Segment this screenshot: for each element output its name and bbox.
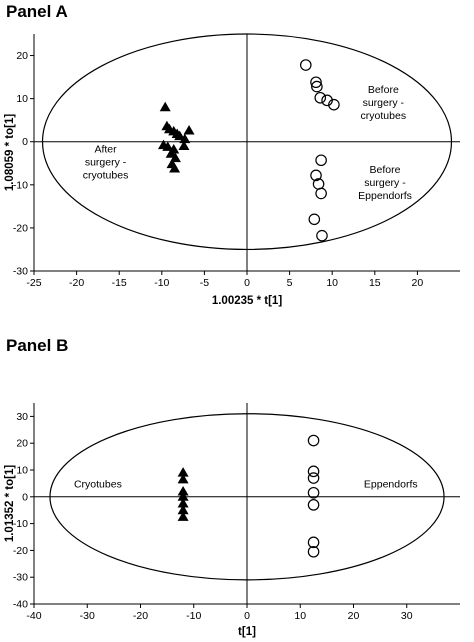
panel-b-x-axis-label: t[1] <box>238 626 256 638</box>
group-label-line: surgery - <box>364 177 406 189</box>
panel-b-y-tick-label: 30 <box>16 411 28 423</box>
panel-a-y-tick-label: -10 <box>13 179 28 191</box>
panel-a-circle-point <box>328 98 340 111</box>
panel-a-title: Panel A <box>6 2 68 21</box>
panel-b-x-tick-label: -30 <box>80 610 95 622</box>
panel-b-triangle-point <box>177 473 189 484</box>
panel-a-triangle-point <box>179 133 191 144</box>
panel-a-group-label-0: After surgery -cryotubes <box>83 143 129 181</box>
group-label-line: Eppendorfs <box>358 190 412 202</box>
panel-a-triangle-point <box>183 125 195 135</box>
panel-a-x-tick-label: -25 <box>26 277 41 289</box>
panel-a-x-tick-label: 10 <box>326 277 338 289</box>
panel-b-group-label-0: Cryotubes <box>74 478 122 490</box>
panel-b-triangle-point <box>177 511 189 521</box>
panel-b-x-tick-label: 0 <box>244 610 250 622</box>
panel-a-y-tick-label: 10 <box>16 93 28 105</box>
panel-b-triangle-point <box>177 498 189 508</box>
panel-b-circle-point <box>307 472 320 484</box>
panel-a-group-label-1: Before surgery -cryotubes <box>361 84 407 122</box>
panel-a-x-tick-label: 0 <box>244 277 250 289</box>
panel-a-x-tick-label: 15 <box>369 277 381 289</box>
group-label-line: cryotubes <box>361 110 407 122</box>
panel-b-title: Panel B <box>6 336 69 355</box>
panel-a-circle-point <box>315 187 327 200</box>
panel-a-y-tick-label: 20 <box>16 50 28 62</box>
panel-b-circle-point <box>307 465 320 478</box>
panel-a-x-tick-label: -20 <box>69 277 84 289</box>
panel-a-x-tick-label: -15 <box>112 277 127 289</box>
panel-a-triangle-point <box>162 141 174 151</box>
panel-a-confidence-ellipse <box>41 33 453 251</box>
panel-a-y-tick-label: -30 <box>13 266 28 278</box>
panel-b-circle-point <box>307 545 320 558</box>
panel-b-x-tick-label: -20 <box>133 610 148 622</box>
panel-b-circle-point <box>307 486 320 499</box>
panel-a-y-tick-label: -20 <box>13 222 28 234</box>
group-label-line: Before <box>368 84 399 96</box>
panel-b-triangle-point <box>177 491 189 501</box>
panel-a-x-tick-label: -5 <box>200 277 209 289</box>
panel-b-x-tick-label: -40 <box>26 610 41 622</box>
panel-a-circle-point <box>299 59 312 71</box>
panel-a-triangle-point <box>169 162 181 173</box>
panel-a-group-label-2: Before surgery -Eppendorfs <box>358 164 412 202</box>
panel-b-confidence-ellipse <box>49 413 445 581</box>
panel-b-y-tick-label: -40 <box>13 599 28 611</box>
group-label-line: cryotubes <box>83 169 129 181</box>
panel-b-y-tick-label: -30 <box>13 572 28 584</box>
group-label-line: Before <box>370 164 401 176</box>
panel-b-y-tick-label: 10 <box>16 465 28 477</box>
group-label-line: surgery - <box>85 156 127 168</box>
panel-a-circle-point <box>315 154 327 167</box>
panel-b-circle-point <box>307 536 320 549</box>
panel-b-y-axis-label: 1.01352 * to[1] <box>4 465 16 543</box>
panel-b-y-tick-label: -10 <box>13 518 28 530</box>
panel-b-triangle-point <box>177 467 189 477</box>
group-label-line: surgery - <box>363 97 405 109</box>
panel-b-x-tick-label: 10 <box>294 610 306 622</box>
panel-b-y-tick-label: 20 <box>16 438 28 450</box>
panel-b-y-tick-label: 0 <box>22 491 28 503</box>
panel-a-x-tick-label: -10 <box>154 277 169 289</box>
panel-a-circle-point <box>310 169 322 182</box>
panel-b-y-tick-label: -20 <box>13 545 28 557</box>
panel-a-y-axis-label: 1.08059 * to[1] <box>4 114 16 192</box>
group-label-line: After <box>94 143 117 155</box>
panel-a-y-tick-label: 0 <box>22 136 28 148</box>
panel-b-x-tick-label: 30 <box>401 610 413 622</box>
panel-b-x-tick-label: 20 <box>348 610 360 622</box>
panel-a-circle-point <box>316 229 328 242</box>
panel-b-circle-point <box>307 499 320 511</box>
group-label-line: Eppendorfs <box>364 478 418 490</box>
panel-b-triangle-point <box>177 485 189 496</box>
panel-a-triangle-point <box>159 101 171 112</box>
panel-b-circle-point <box>307 434 320 447</box>
panel-a-circle-point <box>311 80 323 93</box>
panel-a-x-tick-label: 20 <box>412 277 424 289</box>
group-label-line: Cryotubes <box>74 478 122 490</box>
panel-a-circle-point <box>314 91 327 104</box>
panel-b-group-label-1: Eppendorfs <box>364 478 418 490</box>
panel-a-triangle-point <box>169 152 181 163</box>
panel-a-circle-point <box>321 94 333 107</box>
panel-a-triangle-point <box>178 140 190 151</box>
panel-a-circle-point <box>310 76 322 89</box>
panel-a-circle-point <box>308 213 321 226</box>
panel-b-triangle-point <box>177 504 189 515</box>
panel-a-x-tick-label: 5 <box>287 277 293 289</box>
panel-b-x-tick-label: -10 <box>186 610 201 622</box>
panel-a-x-axis-label: 1.00235 * t[1] <box>212 295 282 307</box>
